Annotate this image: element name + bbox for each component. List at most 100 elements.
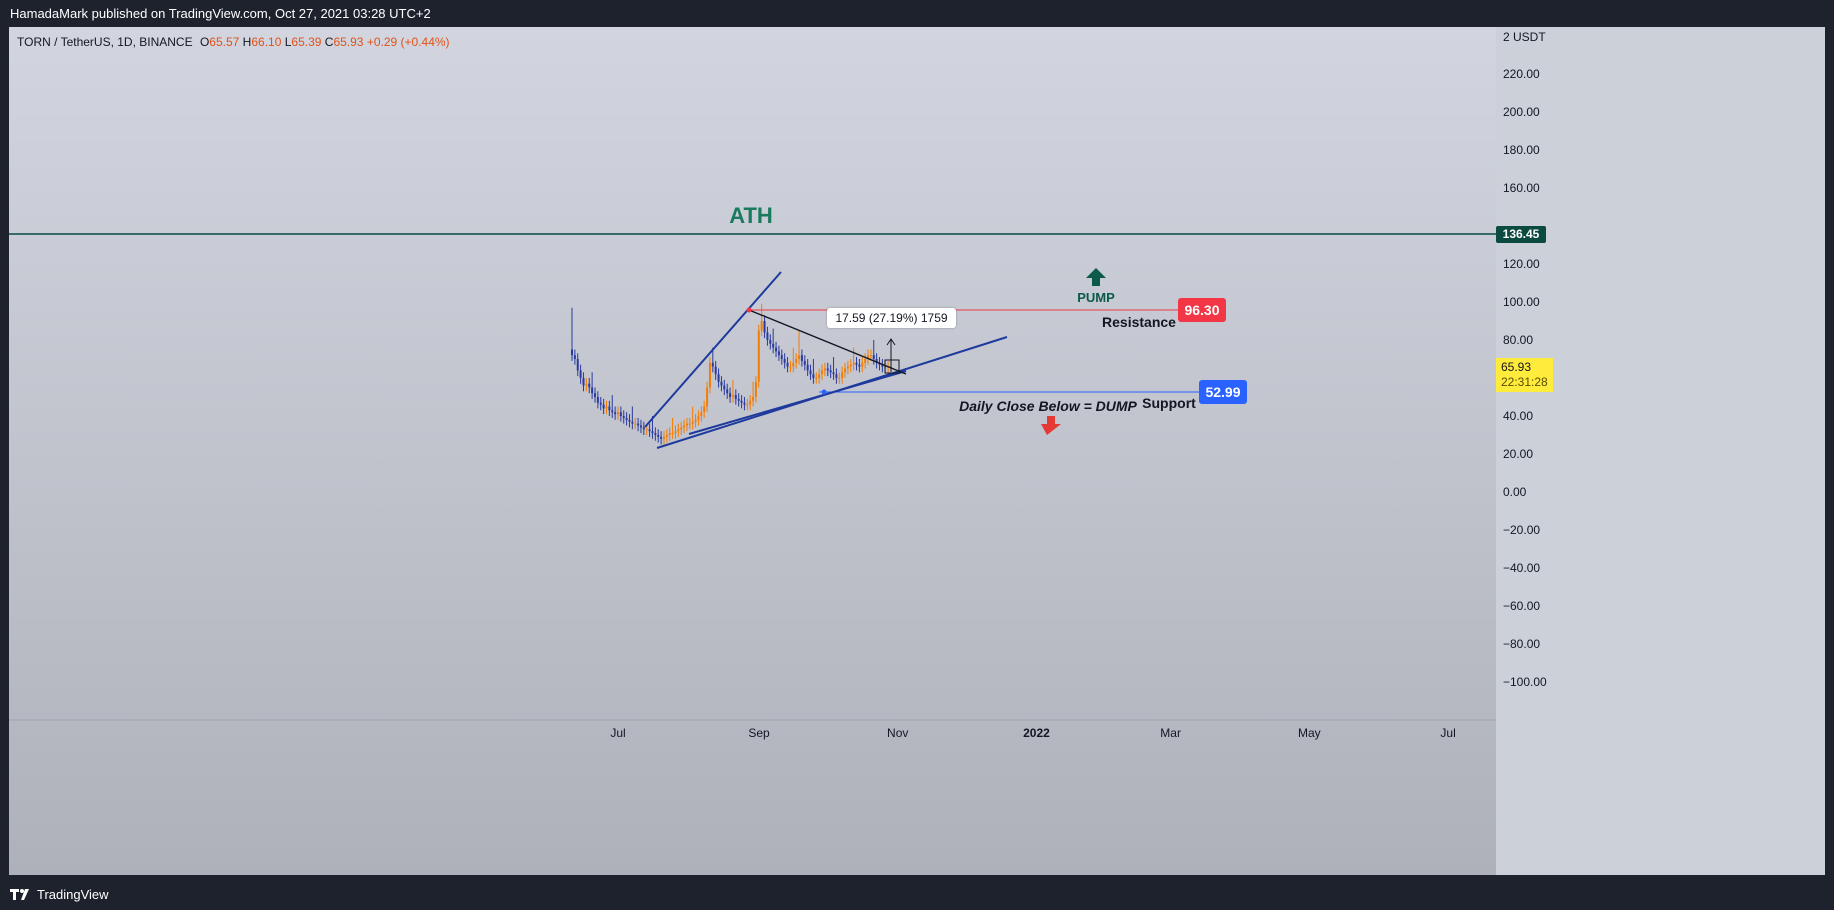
published-header: HamadaMark published on TradingView.com,… xyxy=(0,0,1834,27)
candle-body xyxy=(726,389,729,394)
x-tick-label: Jul xyxy=(610,726,625,740)
candle-body xyxy=(869,355,872,357)
candle-body xyxy=(821,370,824,375)
resistance-anchor xyxy=(746,307,752,313)
legend-l-label: L xyxy=(284,35,292,49)
candle-body xyxy=(757,330,760,382)
candle-body xyxy=(602,404,605,409)
candle-body xyxy=(700,412,703,416)
candle-body xyxy=(777,351,780,356)
candles xyxy=(571,303,892,445)
y-tick-label: 0.00 xyxy=(1503,485,1527,499)
candle-body xyxy=(858,364,861,367)
candle-body xyxy=(585,383,588,386)
x-tick-label: May xyxy=(1298,726,1321,740)
legend-h-value: 66.10 xyxy=(251,35,282,49)
candle-body xyxy=(573,355,576,359)
lower-trendline-inner xyxy=(688,370,907,435)
candle-body xyxy=(625,417,628,420)
support-price-tag: 52.99 xyxy=(1199,380,1247,404)
resistance-label: Resistance xyxy=(1102,314,1176,330)
candle-body xyxy=(579,370,582,378)
y-tick-label: 80.00 xyxy=(1503,333,1533,347)
candle-body xyxy=(616,412,619,415)
y-tick-label: −60.00 xyxy=(1503,599,1540,613)
x-tick-label: 2022 xyxy=(1023,726,1050,740)
x-tick-label: Jul xyxy=(1440,726,1455,740)
legend-h-label: H xyxy=(242,35,252,49)
candle-body xyxy=(683,425,686,428)
candle-body xyxy=(734,395,737,399)
y-tick-label: −40.00 xyxy=(1503,561,1540,575)
dump-arrow-icon xyxy=(1041,416,1061,435)
tradingview-brand: TradingView xyxy=(37,887,109,902)
candle-body xyxy=(706,387,709,407)
candle-body xyxy=(792,362,795,367)
candle-body xyxy=(654,433,657,435)
candle-body xyxy=(605,406,608,409)
candle-body xyxy=(694,419,697,422)
candle-body xyxy=(809,370,812,375)
candle-body xyxy=(835,374,838,378)
y-tick-label: 200.00 xyxy=(1503,105,1540,119)
candle-body xyxy=(798,355,801,359)
candle-body xyxy=(743,402,746,405)
candle-body xyxy=(729,393,732,397)
pump-arrow-icon xyxy=(1086,268,1106,286)
candle-body xyxy=(642,427,645,430)
candle-body xyxy=(720,381,723,386)
y-tick-label: 220.00 xyxy=(1503,67,1540,81)
candle-body xyxy=(645,429,648,431)
candle-body xyxy=(648,429,651,432)
candle-body xyxy=(677,429,680,432)
chart-panel[interactable]: 220.00 200.00 180.00 160.00 120.00 100.00 80.0… xyxy=(9,27,1825,875)
price-chart[interactable]: 220.00 200.00 180.00 160.00 120.00 100.00 80.0… xyxy=(9,27,1825,875)
candle-body xyxy=(660,436,663,439)
chart-grid: 220.00 200.00 180.00 160.00 120.00 100.00 80.0… xyxy=(9,27,1825,875)
legend-o-value: 65.57 xyxy=(209,35,240,49)
candle-body xyxy=(826,368,829,371)
price-axis-bg xyxy=(1496,27,1825,875)
candle-body xyxy=(723,385,726,390)
candle-body xyxy=(812,374,815,378)
candle-body xyxy=(708,362,711,388)
current-price-value: 65.93 xyxy=(1501,360,1532,374)
legend-symbol: TORN / TetherUS, 1D, BINANCE xyxy=(17,35,193,49)
resistance-price-tag: 96.30 xyxy=(1178,298,1226,322)
candle-body xyxy=(769,340,772,344)
candle-body xyxy=(737,398,740,401)
candle-body xyxy=(838,378,841,379)
candle-body xyxy=(775,347,778,352)
candle-body xyxy=(688,423,691,425)
measure-arrow xyxy=(886,338,896,346)
candle-body xyxy=(685,423,688,426)
candle-body xyxy=(786,362,789,367)
y-tick-label: 180.00 xyxy=(1503,143,1540,157)
dump-label: Daily Close Below = DUMP xyxy=(959,398,1137,414)
measure-tooltip: 17.59 (27.19%) 1759 xyxy=(827,308,956,328)
candle-body xyxy=(815,378,818,379)
support-anchor xyxy=(821,389,827,395)
candle-body xyxy=(789,366,792,368)
candle-body xyxy=(697,416,700,420)
symbol-legend[interactable]: TORN / TetherUS, 1D, BINANCE O65.57 H66.… xyxy=(17,35,450,49)
candle-body xyxy=(622,416,625,418)
legend-change: +0.29 (+0.44%) xyxy=(366,35,450,49)
ath-price-tag: 136.45 xyxy=(1496,226,1546,243)
candle-body xyxy=(746,404,749,406)
candle-body xyxy=(665,435,668,437)
y-tick-label: 40.00 xyxy=(1503,409,1533,423)
candle-body xyxy=(803,360,806,365)
y-tick-label: 120.00 xyxy=(1503,257,1540,271)
tradingview-footer: TradingView xyxy=(0,879,1834,910)
candle-body xyxy=(766,332,769,340)
candle-body xyxy=(637,423,640,426)
y-tick-label: −20.00 xyxy=(1503,523,1540,537)
tradingview-logo[interactable]: TradingView xyxy=(10,879,109,910)
candle-body xyxy=(596,397,599,403)
candle-body xyxy=(846,366,849,369)
candle-body xyxy=(599,402,602,405)
candle-body xyxy=(593,393,596,397)
legend-o-label: O xyxy=(199,35,210,49)
candle-body xyxy=(628,419,631,422)
